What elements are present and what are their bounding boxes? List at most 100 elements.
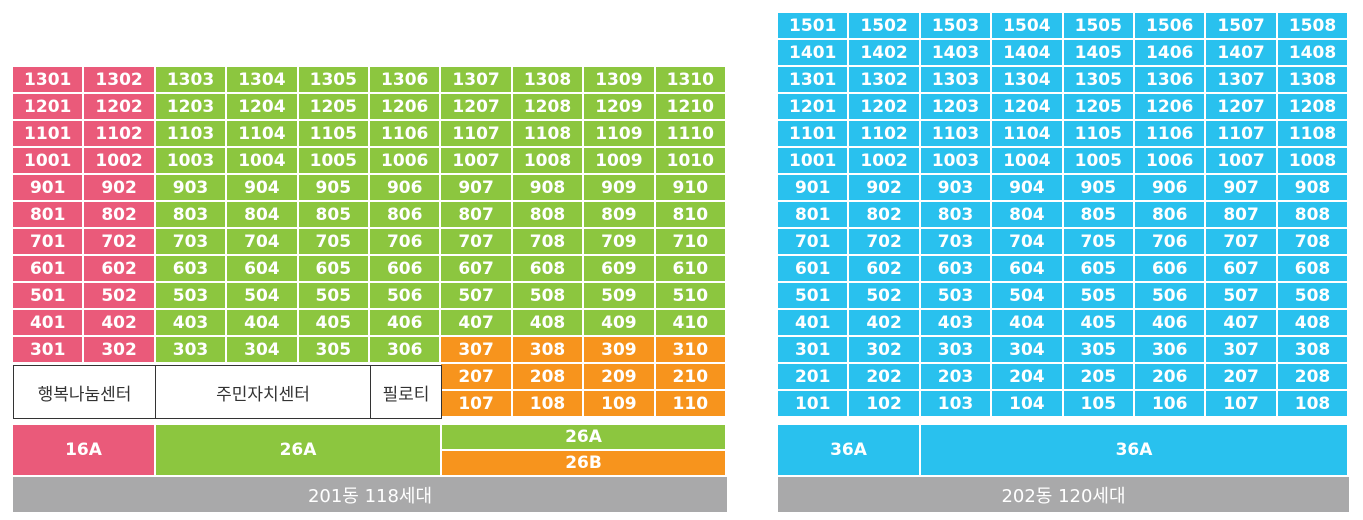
unit-cell: 1507 bbox=[1206, 13, 1278, 40]
unit-cell: 907 bbox=[441, 175, 513, 202]
unit-cell: 605 bbox=[298, 256, 370, 283]
unit-cell: 906 bbox=[370, 175, 442, 202]
unit-cell: 708 bbox=[1277, 229, 1350, 256]
unit-cell: 1005 bbox=[1063, 148, 1135, 175]
unit-cell: 1007 bbox=[441, 148, 513, 175]
unit-cell: 1408 bbox=[1277, 40, 1350, 67]
unit-cell: 308 bbox=[1277, 337, 1350, 364]
unit-cell: 704 bbox=[992, 229, 1064, 256]
unit-cell: 1102 bbox=[849, 121, 921, 148]
unit-cell: 1503 bbox=[920, 13, 993, 40]
unit-cell: 507 bbox=[441, 283, 513, 310]
unit-cell: 1203 bbox=[155, 94, 228, 121]
unit-cell: 807 bbox=[441, 202, 513, 229]
unit-cell: 305 bbox=[298, 337, 370, 364]
unit-cell: 1508 bbox=[1277, 13, 1350, 40]
unit-cell: 310 bbox=[655, 337, 727, 364]
unit-cell: 1307 bbox=[1206, 67, 1278, 94]
unit-cell: 202 bbox=[849, 364, 921, 391]
unit-cell: 1003 bbox=[155, 148, 228, 175]
unit-cell: 501 bbox=[13, 283, 85, 310]
unit-cell: 909 bbox=[584, 175, 656, 202]
unit-cell: 1002 bbox=[84, 148, 156, 175]
unit-cell: 1505 bbox=[1063, 13, 1135, 40]
unit-cell: 1004 bbox=[992, 148, 1064, 175]
unit-cell: 1110 bbox=[655, 121, 727, 148]
unit-cell: 803 bbox=[920, 202, 993, 229]
unit-cell: 908 bbox=[1277, 175, 1350, 202]
unit-cell: 104 bbox=[992, 391, 1064, 418]
unit-cell: 1202 bbox=[849, 94, 921, 121]
unit-cell: 1310 bbox=[655, 67, 727, 94]
unit-cell: 706 bbox=[370, 229, 442, 256]
unit-cell: 903 bbox=[155, 175, 228, 202]
unit-cell: 1302 bbox=[849, 67, 921, 94]
unit-cell: 801 bbox=[13, 202, 85, 229]
unit-cell: 710 bbox=[655, 229, 727, 256]
unit-cell: 1207 bbox=[441, 94, 513, 121]
unit-cell: 502 bbox=[849, 283, 921, 310]
unit-cell: 805 bbox=[298, 202, 370, 229]
facility-community-center: 주민자치센터 bbox=[155, 365, 371, 419]
unit-cell: 406 bbox=[1135, 310, 1207, 337]
unit-cell: 503 bbox=[155, 283, 228, 310]
unit-cell: 508 bbox=[1277, 283, 1350, 310]
unit-cell: 1201 bbox=[778, 94, 850, 121]
unit-cell: 1005 bbox=[298, 148, 370, 175]
unit-cell: 806 bbox=[370, 202, 442, 229]
unit-cell: 408 bbox=[512, 310, 585, 337]
unit-cell: 906 bbox=[1135, 175, 1207, 202]
unit-cell: 207 bbox=[1206, 364, 1278, 391]
unit-cell: 706 bbox=[1135, 229, 1207, 256]
unit-cell: 1309 bbox=[584, 67, 656, 94]
unit-cell: 1506 bbox=[1135, 13, 1207, 40]
unit-cell: 1308 bbox=[512, 67, 585, 94]
unit-cell: 407 bbox=[1206, 310, 1278, 337]
unit-cell: 410 bbox=[655, 310, 727, 337]
unit-cell: 205 bbox=[1063, 364, 1135, 391]
unit-cell: 1007 bbox=[1206, 148, 1278, 175]
unit-cell: 1002 bbox=[849, 148, 921, 175]
unit-cell: 808 bbox=[1277, 202, 1350, 229]
unit-cell: 703 bbox=[920, 229, 993, 256]
unit-cell: 207 bbox=[441, 364, 513, 391]
unit-cell: 206 bbox=[1135, 364, 1207, 391]
unit-cell: 601 bbox=[13, 256, 85, 283]
unit-cell: 1109 bbox=[584, 121, 656, 148]
unit-cell: 1102 bbox=[84, 121, 156, 148]
unit-cell: 303 bbox=[155, 337, 228, 364]
unit-cell: 804 bbox=[227, 202, 299, 229]
unit-cell: 905 bbox=[1063, 175, 1135, 202]
unit-cell: 701 bbox=[778, 229, 850, 256]
unit-cell: 408 bbox=[1277, 310, 1350, 337]
unit-cell: 301 bbox=[13, 337, 85, 364]
unit-cell: 806 bbox=[1135, 202, 1207, 229]
unit-cell: 1208 bbox=[1277, 94, 1350, 121]
type-bar-26a: 26A bbox=[156, 425, 442, 477]
unit-cell: 1104 bbox=[992, 121, 1064, 148]
unit-cell: 805 bbox=[1063, 202, 1135, 229]
unit-cell: 401 bbox=[13, 310, 85, 337]
unit-cell: 201 bbox=[778, 364, 850, 391]
unit-cell: 1006 bbox=[370, 148, 442, 175]
unit-cell: 1305 bbox=[298, 67, 370, 94]
unit-cell: 1101 bbox=[13, 121, 85, 148]
unit-cell: 1301 bbox=[13, 67, 85, 94]
unit-cell: 306 bbox=[1135, 337, 1207, 364]
unit-cell: 507 bbox=[1206, 283, 1278, 310]
unit-cell: 402 bbox=[84, 310, 156, 337]
unit-cell: 1301 bbox=[778, 67, 850, 94]
unit-cell: 610 bbox=[655, 256, 727, 283]
unit-cell: 107 bbox=[441, 391, 513, 418]
unit-cell: 1305 bbox=[1063, 67, 1135, 94]
unit-cell: 109 bbox=[584, 391, 656, 418]
unit-cell: 303 bbox=[920, 337, 993, 364]
unit-cell: 802 bbox=[849, 202, 921, 229]
unit-cell: 601 bbox=[778, 256, 850, 283]
unit-cell: 110 bbox=[655, 391, 727, 418]
unit-cell: 709 bbox=[584, 229, 656, 256]
unit-cell: 1206 bbox=[1135, 94, 1207, 121]
unit-cell: 807 bbox=[1206, 202, 1278, 229]
unit-cell: 208 bbox=[512, 364, 585, 391]
unit-cell: 506 bbox=[1135, 283, 1207, 310]
